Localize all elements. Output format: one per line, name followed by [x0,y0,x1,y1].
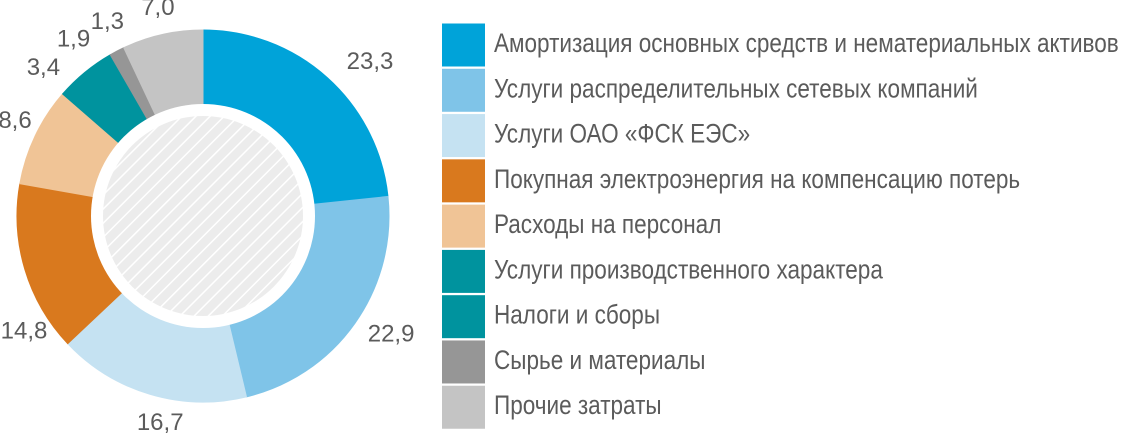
svg-text:16,7: 16,7 [137,409,184,436]
svg-text:8,6: 8,6 [0,107,32,134]
svg-text:Прочие затраты: Прочие затраты [494,390,662,420]
svg-text:1,3: 1,3 [91,8,124,35]
svg-text:Расходы на персонал: Расходы на персонал [494,209,721,239]
svg-text:14,8: 14,8 [1,317,48,344]
svg-text:Услуги ОАО «ФСК ЕЭС»: Услуги ОАО «ФСК ЕЭС» [494,119,750,149]
svg-text:Сырье и материалы: Сырье и материалы [494,345,705,375]
svg-text:22,9: 22,9 [368,320,415,347]
svg-text:Покупная электроэнергия на ком: Покупная электроэнергия на компенсацию п… [494,164,1020,194]
svg-text:Услуги распределительных сетев: Услуги распределительных сетевых компани… [494,73,978,103]
svg-text:23,3: 23,3 [347,48,394,75]
svg-text:3,4: 3,4 [27,54,60,81]
svg-text:Услуги производственного харак: Услуги производственного характера [494,254,883,284]
svg-text:1,9: 1,9 [57,26,90,53]
svg-text:Налоги и сборы: Налоги и сборы [494,300,660,330]
svg-text:Амортизация основных средств и: Амортизация основных средств и нематериа… [494,28,1119,58]
svg-text:7,0: 7,0 [141,0,174,21]
